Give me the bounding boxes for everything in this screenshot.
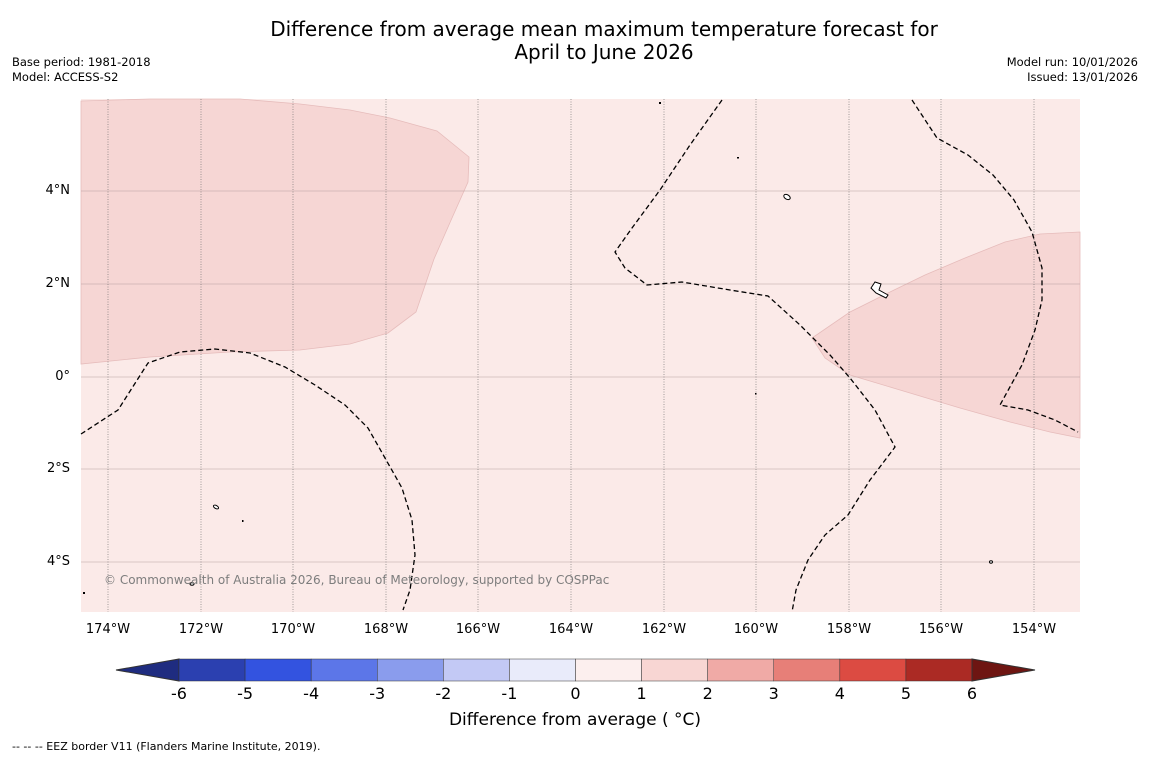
lon-label-158w: 158°W	[826, 622, 872, 637]
colorbar-tick-label: 6	[966, 684, 978, 703]
lon-label-172w: 172°W	[178, 622, 224, 637]
map-title: Difference from average mean maximum tem…	[0, 18, 1150, 64]
longitude-gridlines	[107, 99, 1035, 612]
colorbar-tick-label: -5	[237, 684, 254, 703]
islets	[83, 102, 757, 594]
lat-label-4n: 4°N	[45, 183, 71, 198]
colorbar-bin	[178, 658, 246, 682]
colorbar-bin	[773, 658, 841, 682]
colorbar-bin	[377, 658, 444, 682]
colorbar-tick-label: -6	[171, 684, 187, 703]
model-run: Model run: 10/01/2026	[1006, 55, 1138, 69]
colorbar-tick-label: 2	[702, 684, 713, 703]
copyright-notice: © Commonwealth of Australia 2026, Bureau…	[104, 573, 610, 587]
colorbar-tick-label: -4	[303, 684, 320, 703]
warm-anomaly-east	[811, 231, 1081, 439]
lon-label-162w: 162°W	[641, 622, 687, 637]
lat-label-2s: 2°S	[46, 461, 70, 476]
meta-left: Base period: 1981-2018 Model: ACCESS-S2	[12, 55, 151, 85]
lon-label-174w: 174°W	[85, 622, 131, 637]
colorbar-bin	[707, 658, 775, 682]
map-title-line1: Difference from average mean maximum tem…	[270, 17, 938, 41]
colorbar-tick-label: 5	[900, 684, 911, 703]
lon-label-156w: 156°W	[918, 622, 964, 637]
colorbar-tick-label: -3	[369, 684, 386, 703]
colorbar-bin	[575, 658, 642, 682]
colorbar-tick-label: 1	[636, 684, 647, 703]
lon-label-170w: 170°W	[270, 622, 316, 637]
issued-date: Issued: 13/01/2026	[1027, 70, 1138, 84]
colorbar-tick-label: 4	[834, 684, 845, 703]
colorbar-bin	[244, 658, 312, 682]
map-title-line2: April to June 2026	[514, 40, 694, 64]
latitude-gridlines	[81, 190, 1080, 563]
colorbar-extend-high	[971, 658, 1036, 682]
colorbar-bin	[905, 658, 973, 682]
lat-label-0: 0°	[55, 369, 70, 384]
base-period: Base period: 1981-2018	[12, 55, 151, 69]
model-name: Model: ACCESS-S2	[12, 70, 119, 84]
colorbar	[115, 658, 1036, 682]
lat-label-4s: 4°S	[46, 554, 70, 569]
meta-right: Model run: 10/01/2026 Issued: 13/01/2026	[1007, 55, 1138, 85]
lon-label-166w: 166°W	[455, 622, 501, 637]
lon-label-154w: 154°W	[1011, 622, 1057, 637]
colorbar-bin	[641, 658, 708, 682]
colorbar-bin	[310, 658, 378, 682]
colorbar-bin	[839, 658, 907, 682]
colorbar-extend-low	[115, 658, 180, 682]
eez-legend-note: -- -- -- EEZ border V11 (Flanders Marine…	[12, 740, 321, 753]
lon-label-160w: 160°W	[733, 622, 779, 637]
colorbar-title: Difference from average ( °C)	[448, 710, 702, 730]
colorbar-tick-label: 0	[570, 684, 581, 703]
lon-label-164w: 164°W	[548, 622, 594, 637]
colorbar-tick-label: -1	[501, 684, 518, 703]
eez-borders	[80, 99, 1079, 613]
islands	[189, 193, 993, 586]
lat-label-2n: 2°N	[45, 276, 71, 291]
warm-anomaly-west	[80, 98, 470, 365]
lon-label-168w: 168°W	[363, 622, 409, 637]
colorbar-bin	[443, 658, 510, 682]
colorbar-tick-label: 3	[768, 684, 779, 703]
colorbar-tick-label: -2	[435, 684, 452, 703]
colorbar-bin	[509, 658, 576, 682]
